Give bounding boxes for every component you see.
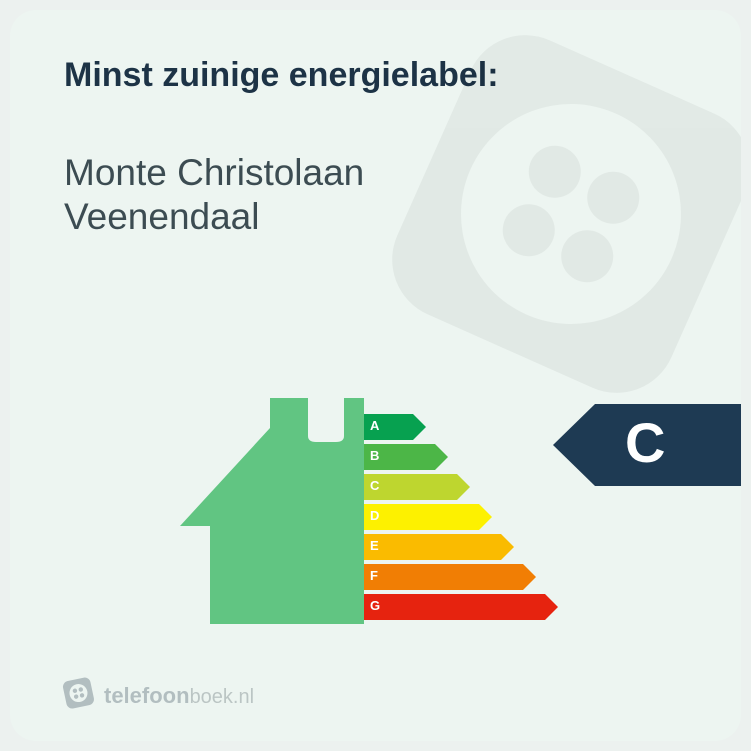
energy-bar-label: E (370, 538, 379, 553)
energy-bar-label: G (370, 598, 380, 613)
selected-rating-letter: C (625, 410, 665, 475)
energy-label-diagram: ABCDEFG C (180, 398, 741, 628)
card: Minst zuinige energielabel: Monte Christ… (10, 10, 741, 741)
selected-rating-tag: C (553, 404, 741, 486)
energy-bar-label: A (370, 418, 379, 433)
brand-light: boek.nl (190, 686, 255, 708)
brand-icon (61, 675, 98, 715)
brand-strong: telefoon (104, 683, 190, 708)
energy-bar-label: C (370, 478, 379, 493)
energy-bar-label: D (370, 508, 379, 523)
energy-bar-label: F (370, 568, 378, 583)
house-icon (180, 398, 364, 629)
brand-text: telefoonboek.nl (104, 683, 254, 709)
footer-brand: telefoonboek.nl (64, 678, 254, 713)
energy-bar-label: B (370, 448, 379, 463)
